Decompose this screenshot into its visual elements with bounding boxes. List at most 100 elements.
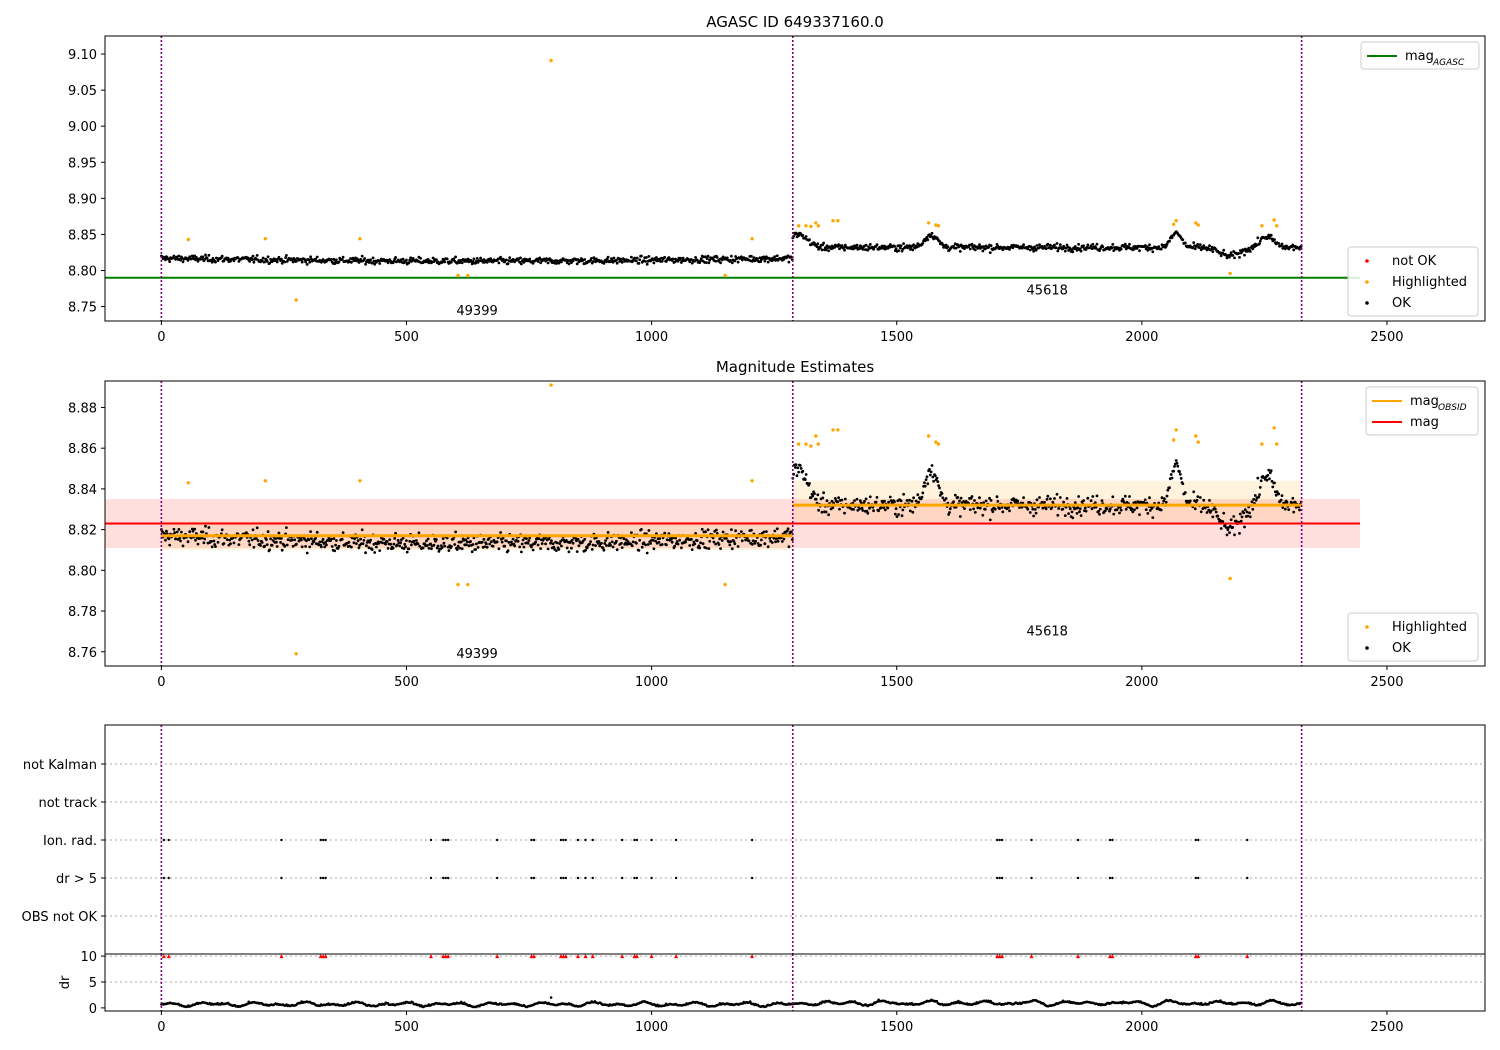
data-point-highlighted	[263, 237, 267, 241]
data-point-ok	[1170, 236, 1174, 240]
data-point-highlighted	[358, 237, 362, 241]
dr-clipped-marker	[161, 954, 166, 959]
data-point-ok	[551, 542, 555, 546]
data-point-ok	[701, 542, 705, 546]
data-point-ok	[325, 543, 328, 547]
y-tick-label: 10	[80, 950, 97, 965]
data-point-ok	[1281, 506, 1285, 509]
data-point-ok	[1115, 508, 1119, 512]
data-point-ok	[988, 251, 992, 255]
x-tick-label: 1500	[880, 330, 913, 345]
data-point-ok	[1250, 500, 1254, 504]
data-point-ok	[495, 540, 499, 544]
data-point-ok	[293, 538, 297, 542]
data-point-ok	[642, 541, 646, 545]
data-point-ok	[1258, 239, 1262, 243]
data-point-ok	[332, 257, 336, 261]
data-point-ok	[1067, 249, 1070, 252]
data-point-ok	[877, 509, 880, 513]
data-point-ok	[178, 536, 182, 540]
data-point-ok	[382, 537, 386, 541]
data-point-ok	[956, 496, 960, 499]
data-point-highlighted	[804, 442, 808, 446]
data-point-ok	[606, 255, 610, 259]
data-point-ok	[525, 537, 528, 540]
data-point-ok	[1181, 482, 1185, 485]
data-point-ok	[843, 497, 847, 501]
data-point-ok	[1209, 509, 1213, 513]
data-point-ok	[610, 540, 614, 544]
data-point-ok	[912, 496, 915, 500]
data-point-ok	[1267, 468, 1271, 472]
data-point-ok	[1257, 495, 1261, 499]
data-point-ok	[308, 545, 312, 549]
data-point-ok	[212, 539, 216, 543]
data-point-ok	[259, 544, 262, 547]
data-point-ok	[465, 540, 469, 544]
data-point-ok	[888, 495, 892, 499]
data-point-ok	[1256, 236, 1260, 240]
data-point-ok	[210, 545, 214, 549]
data-point-ok	[1233, 533, 1236, 537]
data-point-ok	[602, 548, 606, 552]
data-point-ok	[460, 547, 464, 551]
x-tick-label: 2500	[1370, 330, 1403, 345]
data-point-ok	[901, 508, 905, 512]
data-point-ok	[796, 466, 800, 470]
data-point-ok	[1165, 242, 1169, 246]
dr-outlier-point	[549, 996, 553, 999]
data-point-ok	[785, 529, 789, 533]
data-point-ok	[843, 248, 846, 252]
data-point-ok	[705, 261, 708, 264]
data-point-ok	[530, 545, 533, 549]
data-point-ok	[928, 473, 932, 477]
data-point-ok	[973, 499, 976, 502]
data-point-ok	[220, 254, 224, 258]
data-point-ok	[482, 538, 486, 541]
data-point-ok	[658, 537, 662, 540]
data-point-ok	[853, 499, 856, 502]
data-point-ok	[445, 536, 449, 540]
data-point-ok	[1292, 248, 1296, 252]
data-point-ok	[1086, 496, 1090, 500]
data-point-ok	[646, 543, 650, 546]
data-point-ok	[203, 537, 207, 541]
data-point-ok	[453, 543, 457, 546]
data-point-ok	[1243, 508, 1247, 512]
dr-clipped-marker	[634, 954, 639, 959]
data-point-ok	[435, 258, 438, 261]
data-point-ok	[1162, 499, 1166, 503]
data-point-ok	[1211, 250, 1215, 254]
data-point-ok	[954, 246, 958, 250]
data-point-ok	[914, 499, 918, 503]
x-tick-label: 2500	[1370, 1020, 1403, 1035]
data-point-ok	[978, 243, 981, 247]
data-point-ok	[190, 257, 193, 261]
data-point-ok	[821, 496, 825, 500]
dr-clipped-marker	[166, 954, 171, 959]
data-point-ok	[660, 259, 664, 263]
data-point-ok	[729, 259, 732, 262]
y-axis-label: dr	[58, 975, 73, 989]
data-point-ok	[269, 257, 272, 261]
y-tick-label: 8.78	[68, 605, 97, 620]
data-point-ok	[631, 540, 635, 544]
flag-point-ion-rad	[750, 838, 754, 842]
data-point-ok	[719, 547, 722, 550]
flag-point-dr	[495, 876, 499, 880]
flag-point-ion-rad	[429, 838, 433, 842]
data-point-ok	[1279, 498, 1283, 502]
data-point-ok	[1222, 511, 1226, 515]
data-point-ok	[499, 531, 502, 534]
data-point-ok	[409, 256, 412, 260]
data-point-ok	[1098, 507, 1102, 511]
data-point-ok	[588, 542, 592, 546]
data-point-ok	[665, 538, 669, 542]
data-point-ok	[1258, 493, 1261, 496]
data-point-ok	[700, 527, 704, 531]
data-point-ok	[720, 539, 724, 542]
data-point-ok	[673, 544, 677, 548]
x-tick-label: 2000	[1125, 1020, 1158, 1035]
data-point-ok	[1192, 490, 1196, 494]
dr-clipped-marker	[323, 954, 328, 959]
